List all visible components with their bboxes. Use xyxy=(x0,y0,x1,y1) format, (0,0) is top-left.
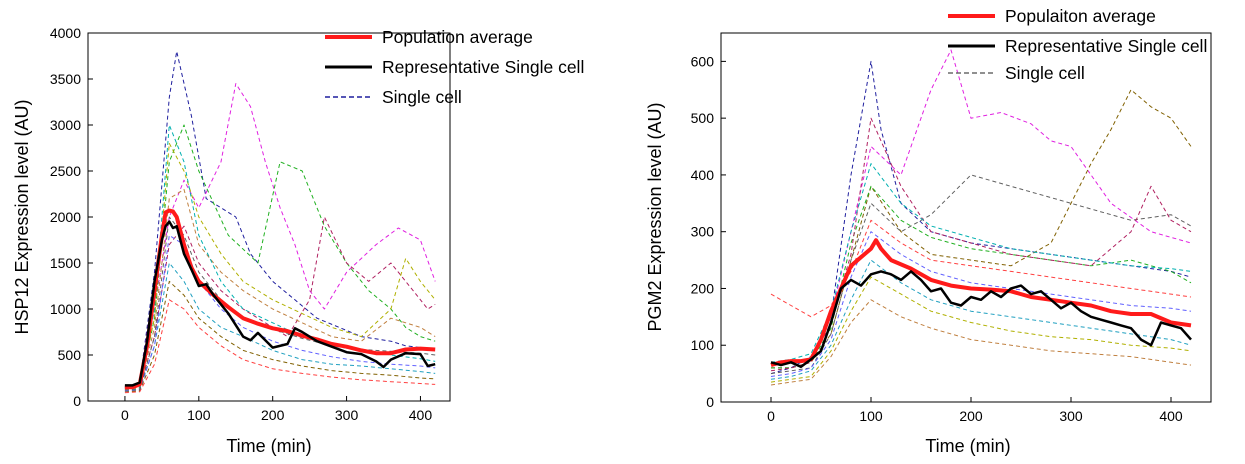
left-x-tick-label: 200 xyxy=(261,407,285,423)
right-legend-label-single-cell: Single cell xyxy=(1005,63,1085,83)
left-y-ticks: 0 500 1000 1500 2000 2500 3000 3500 4000 xyxy=(50,25,93,409)
right-chart-panel: 0 100 200 300 400 0 100 200 300 400 500 600 Time (… xyxy=(645,6,1212,456)
left-legend: Population average Representative Single… xyxy=(325,27,584,107)
left-y-tick-label: 3500 xyxy=(50,71,81,87)
left-y-tick-label: 2000 xyxy=(50,209,81,225)
right-single-cell-line xyxy=(770,117,1192,372)
right-y-tick-label: 600 xyxy=(691,53,715,69)
left-y-tick-label: 2500 xyxy=(50,163,81,179)
right-legend-label-population-average: Populaiton average xyxy=(1005,6,1156,26)
right-x-tick-label: 200 xyxy=(959,408,983,424)
right-y-ticks: 0 100 200 300 400 500 600 xyxy=(691,53,726,410)
left-x-tick-label: 300 xyxy=(335,407,359,423)
right-single-cell-line xyxy=(771,185,1192,369)
left-single-cell-line xyxy=(124,216,436,391)
right-legend-label-representative: Representative Single cell xyxy=(1005,36,1207,56)
left-x-tick-label: 0 xyxy=(121,407,129,423)
left-single-cell-line xyxy=(124,216,436,389)
right-single-cell-line xyxy=(770,299,1192,386)
right-y-tick-label: 500 xyxy=(691,110,715,126)
left-legend-label-single-cell: Single cell xyxy=(382,87,462,107)
right-y-tick-label: 200 xyxy=(691,280,715,296)
left-y-tick-label: 1500 xyxy=(50,255,81,271)
right-representative-single-cell-line xyxy=(770,270,1192,369)
left-single-cell-line xyxy=(124,83,436,388)
left-representative-single-cell-line xyxy=(124,220,436,387)
left-chart-panel: 0 100 200 300 400 0 500 1000 1500 2000 2500 3000 35… xyxy=(12,25,584,456)
right-x-tick-label: 300 xyxy=(1059,408,1083,424)
right-single-cell-line xyxy=(771,89,1192,369)
left-y-tick-label: 500 xyxy=(58,347,82,363)
left-series-lines xyxy=(124,50,436,394)
right-x-tick-label: 400 xyxy=(1159,408,1183,424)
left-single-cell-line xyxy=(124,124,436,389)
left-y-axis-label: HSP12 Expression level (AU) xyxy=(12,99,32,334)
right-single-cell-line xyxy=(770,231,1192,377)
left-x-ticks: 0 100 200 300 400 xyxy=(121,396,432,423)
right-y-tick-label: 300 xyxy=(691,224,715,240)
left-single-cell-line xyxy=(124,280,436,393)
right-y-tick-label: 0 xyxy=(706,394,714,410)
right-x-axis-label: Time (min) xyxy=(925,436,1010,456)
right-x-tick-label: 0 xyxy=(767,408,775,424)
right-population-average-line xyxy=(770,238,1192,368)
left-y-tick-label: 4000 xyxy=(50,25,81,41)
right-single-cell-line xyxy=(770,259,1192,380)
right-single-cell-line xyxy=(770,163,1192,363)
left-y-tick-label: 3000 xyxy=(50,117,81,133)
right-y-axis-label: PGM2 Expression level (AU) xyxy=(645,102,665,331)
left-single-cell-line xyxy=(124,50,436,388)
right-single-cell-line xyxy=(770,276,1192,383)
left-x-axis-label: Time (min) xyxy=(226,436,311,456)
left-x-tick-label: 400 xyxy=(409,407,433,423)
right-legend: Populaiton average Representative Single… xyxy=(948,6,1207,83)
right-plot-frame xyxy=(720,32,1212,403)
left-legend-label-representative: Representative Single cell xyxy=(382,57,584,77)
left-y-tick-label: 1000 xyxy=(50,301,81,317)
right-series-lines xyxy=(770,49,1192,386)
left-legend-label-population-average: Population average xyxy=(382,27,533,47)
left-single-cell-line xyxy=(124,234,436,392)
right-single-cell-line xyxy=(771,49,1192,369)
right-y-tick-label: 400 xyxy=(691,167,715,183)
left-single-cell-line xyxy=(124,124,436,388)
right-x-tick-label: 100 xyxy=(859,408,883,424)
left-y-tick-label: 0 xyxy=(73,393,81,409)
right-single-cell-line xyxy=(770,174,1192,375)
left-single-cell-line xyxy=(124,188,436,390)
right-x-ticks: 0 100 200 300 400 xyxy=(767,397,1183,424)
left-x-tick-label: 100 xyxy=(187,407,211,423)
right-y-tick-label: 100 xyxy=(691,337,715,353)
